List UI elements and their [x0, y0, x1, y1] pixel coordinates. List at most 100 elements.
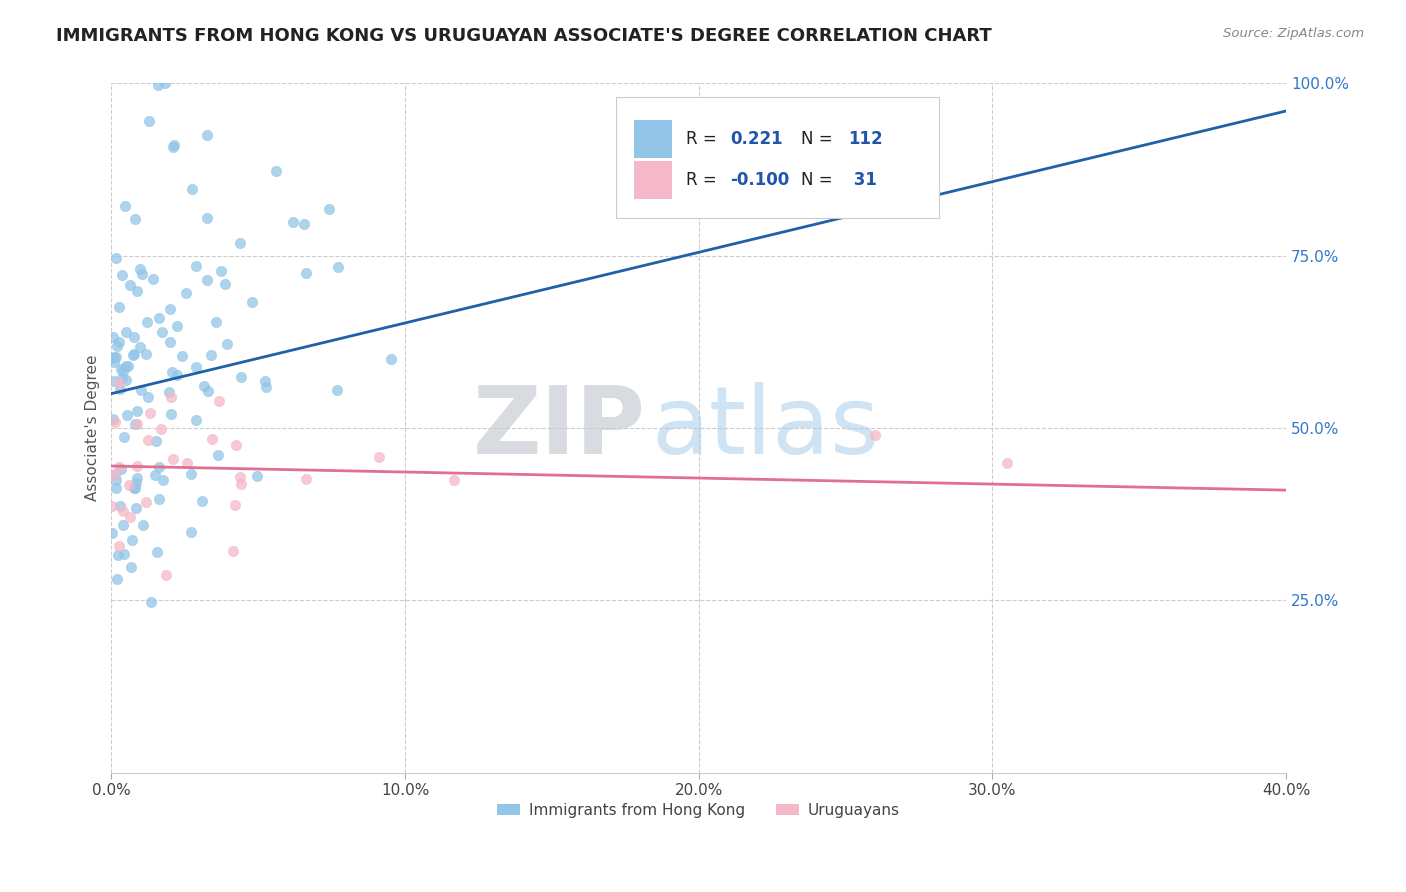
Text: R =: R =: [686, 129, 721, 147]
Text: 31: 31: [848, 171, 877, 189]
Point: [380, 351, 402, 366]
Point: [135, 347, 157, 361]
Point: [136, 390, 159, 404]
Point: [150, 325, 173, 339]
Point: [118, 478, 141, 492]
Point: [229, 235, 252, 250]
Point: [152, 473, 174, 487]
Text: atlas: atlas: [652, 382, 880, 474]
Point: [326, 260, 349, 275]
Point: [104, 473, 127, 487]
Point: [112, 547, 135, 561]
Point: [159, 390, 181, 404]
Text: N =: N =: [801, 129, 838, 147]
Point: [231, 370, 253, 384]
Point: [124, 481, 146, 495]
Point: [121, 533, 143, 547]
Point: [229, 477, 252, 491]
Point: [138, 114, 160, 128]
Point: [193, 378, 215, 392]
Point: [176, 456, 198, 470]
Point: [108, 382, 131, 396]
Point: [111, 364, 134, 378]
Point: [114, 374, 136, 388]
Point: [124, 500, 146, 515]
Point: [368, 450, 391, 465]
Text: IMMIGRANTS FROM HONG KONG VS URUGUAYAN ASSOCIATE'S DEGREE CORRELATION CHART: IMMIGRANTS FROM HONG KONG VS URUGUAYAN A…: [56, 27, 993, 45]
Point: [122, 330, 145, 344]
Point: [125, 471, 148, 485]
FancyBboxPatch shape: [634, 120, 672, 158]
Point: [101, 412, 124, 426]
FancyBboxPatch shape: [634, 161, 672, 199]
Point: [108, 376, 131, 390]
Point: [108, 499, 131, 513]
Point: [125, 417, 148, 431]
Point: [101, 499, 124, 513]
Point: [208, 394, 231, 409]
Point: [148, 491, 170, 506]
Point: [295, 266, 318, 280]
Point: [114, 359, 136, 373]
Point: [122, 347, 145, 361]
Point: [139, 406, 162, 420]
Point: [124, 212, 146, 227]
Point: [148, 460, 170, 475]
Point: [103, 350, 125, 364]
Point: [166, 368, 188, 382]
Point: [131, 267, 153, 281]
Text: 0.221: 0.221: [730, 129, 783, 147]
Point: [120, 560, 142, 574]
Point: [110, 362, 132, 376]
Point: [153, 77, 176, 91]
Point: [163, 137, 186, 152]
Point: [135, 495, 157, 509]
Point: [166, 318, 188, 333]
Point: [105, 481, 128, 495]
Point: [159, 335, 181, 350]
Point: [157, 384, 180, 399]
Point: [101, 351, 124, 366]
Point: [124, 417, 146, 431]
Point: [292, 218, 315, 232]
Point: [246, 469, 269, 483]
Point: [184, 259, 207, 273]
Point: [129, 383, 152, 397]
Point: [184, 359, 207, 374]
Point: [242, 294, 264, 309]
Point: [145, 434, 167, 449]
Point: [107, 548, 129, 562]
Point: [103, 468, 125, 483]
Point: [170, 349, 193, 363]
Point: [200, 348, 222, 362]
Point: [114, 199, 136, 213]
Point: [118, 278, 141, 293]
Text: ZIP: ZIP: [472, 382, 645, 474]
Point: [115, 408, 138, 422]
Text: R =: R =: [686, 171, 721, 189]
Point: [162, 452, 184, 467]
Text: Source: ZipAtlas.com: Source: ZipAtlas.com: [1223, 27, 1364, 40]
Point: [110, 462, 132, 476]
Point: [105, 339, 128, 353]
Point: [107, 300, 129, 314]
Point: [127, 458, 149, 473]
Point: [104, 467, 127, 482]
Point: [195, 128, 218, 142]
Point: [112, 518, 135, 533]
Point: [121, 348, 143, 362]
Point: [111, 504, 134, 518]
Point: [111, 370, 134, 384]
Point: [105, 573, 128, 587]
Point: [103, 355, 125, 369]
Point: [254, 374, 277, 388]
Point: [139, 595, 162, 609]
Point: [195, 211, 218, 225]
Point: [326, 383, 349, 397]
Point: [195, 273, 218, 287]
Point: [100, 526, 122, 541]
Point: [145, 468, 167, 483]
Point: [221, 544, 243, 558]
Point: [129, 340, 152, 354]
Point: [201, 433, 224, 447]
